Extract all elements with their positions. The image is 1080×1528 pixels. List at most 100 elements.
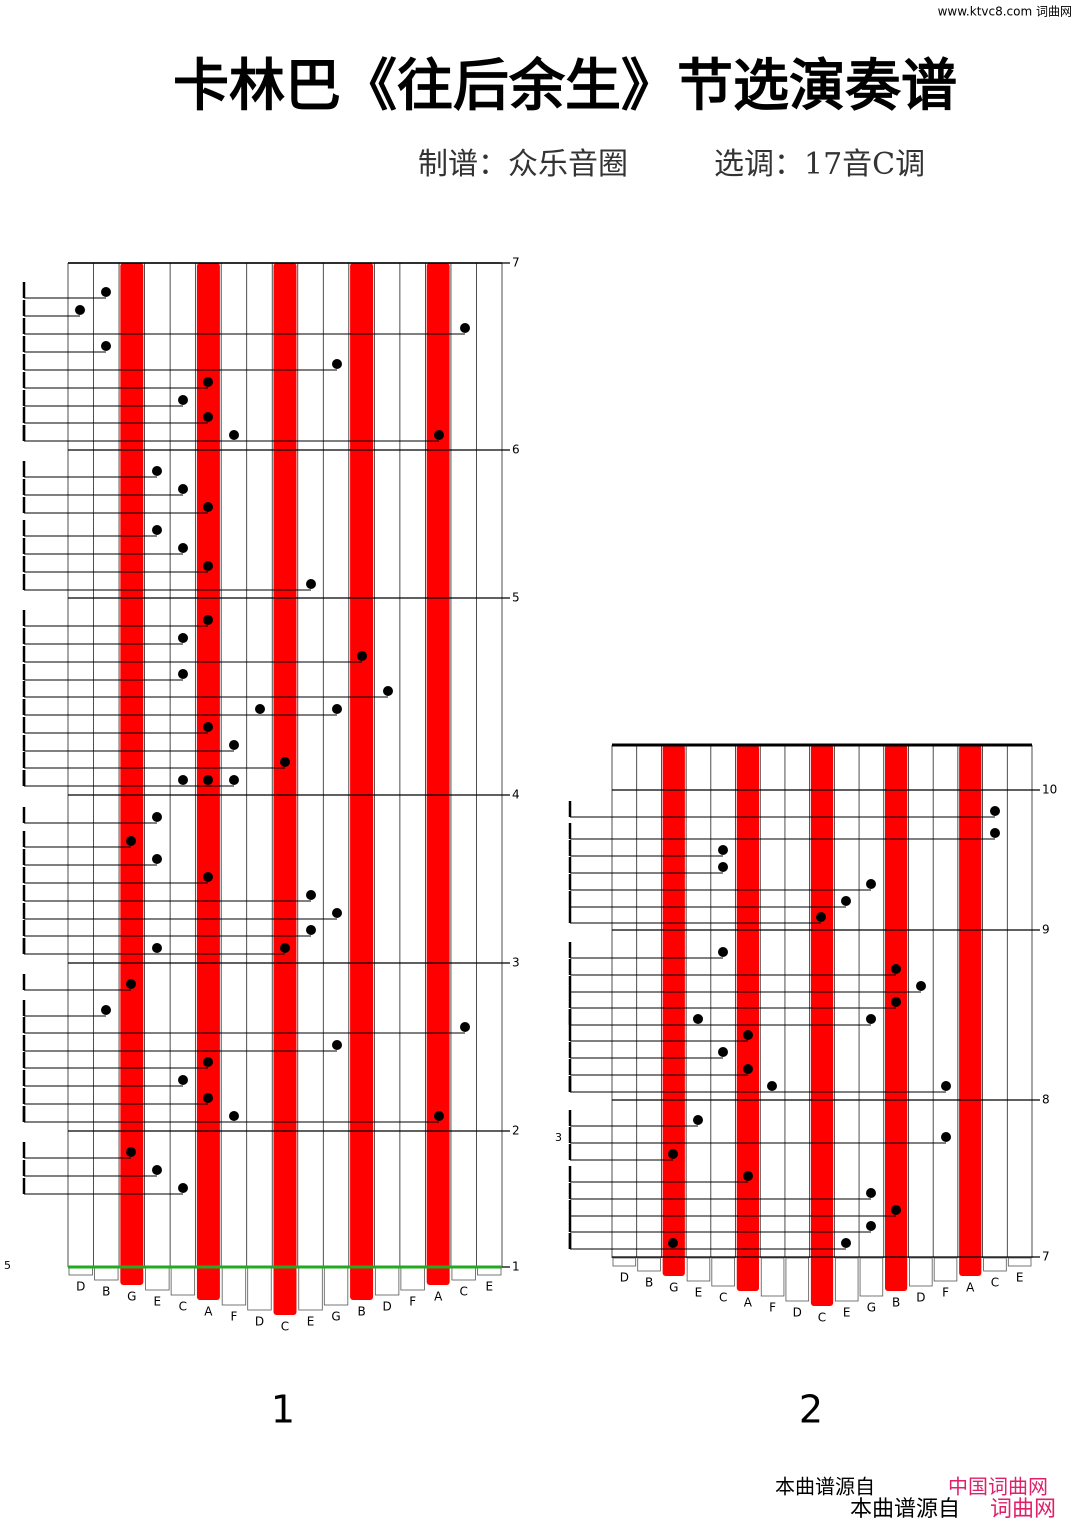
note [668,1149,678,1159]
key-label: B [892,1296,900,1310]
note [357,651,367,661]
credit: 制谱：众乐音圈 [418,147,628,182]
note [306,925,316,935]
key-tip [323,1266,349,1306]
key-tip [451,1266,476,1281]
measure-number: 4 [512,788,520,802]
triplet: 3 [555,1131,562,1144]
note [767,1081,777,1091]
red-key [885,745,908,1291]
note [203,722,213,732]
note [229,740,239,750]
footer-mask [760,1496,1080,1528]
note [280,943,290,953]
key-label: G [669,1281,678,1295]
key-label: D [76,1280,85,1294]
measure-number: 3 [512,956,520,970]
key-tip [612,1257,637,1267]
key-label: C [179,1300,187,1314]
key-tip [711,1257,735,1287]
note [718,947,728,957]
note [152,466,162,476]
note [866,879,876,889]
measure-number: 9 [1042,923,1050,937]
note [866,1221,876,1231]
red-key [959,745,982,1276]
note [203,1093,213,1103]
note [990,828,1000,838]
measure-number: 1 [512,1260,520,1274]
note [668,1238,678,1248]
note [101,341,111,351]
note [229,775,239,785]
note [203,1057,213,1067]
note [178,633,188,643]
note [383,686,393,696]
key-label: F [230,1310,237,1324]
key-label: B [102,1285,110,1299]
key-tip [94,1266,119,1281]
measure-number: 8 [1042,1093,1050,1107]
key-label: A [204,1305,213,1319]
title: 卡林巴《往后余生》节选演奏谱 [173,54,957,119]
key-label: C [719,1291,727,1305]
key-label: F [769,1301,776,1315]
note [126,1147,136,1157]
measure-number: 5 [512,591,520,605]
red-key [426,263,450,1285]
key-label: A [744,1296,753,1310]
note [152,943,162,953]
key-tip [760,1257,785,1297]
note [178,775,188,785]
note [203,377,213,387]
note [126,836,136,846]
note [866,1188,876,1198]
key-tip [859,1257,884,1297]
key-label: E [843,1306,851,1320]
key-label: E [1016,1271,1024,1285]
key-label: D [620,1271,629,1285]
note [280,757,290,767]
note [178,1075,188,1085]
note [178,484,188,494]
measure-number: 10 [1042,783,1057,797]
note [306,890,316,900]
key-tip [686,1257,711,1282]
key-tip [374,1266,400,1296]
note [75,305,85,315]
note [891,997,901,1007]
red-key [736,745,759,1291]
note [718,845,728,855]
key-tip [785,1257,810,1302]
note [152,854,162,864]
note [693,1014,703,1024]
note [306,579,316,589]
key-tip [834,1257,859,1302]
note [891,964,901,974]
red-key [350,263,374,1300]
note [743,1171,753,1181]
key-label: G [127,1290,136,1304]
note [990,806,1000,816]
key-label: G [867,1301,876,1315]
note [152,812,162,822]
footer-source: 本曲谱源自 [850,1497,960,1522]
note [203,615,213,625]
key-label: E [695,1286,703,1300]
key-label: G [331,1310,340,1324]
note [178,543,188,553]
key-tip [637,1257,661,1272]
key-label: C [991,1276,999,1290]
measure-number: 7 [512,256,520,270]
footer-site: 中国词曲网 [948,1475,1048,1499]
note [255,704,265,714]
key-tip [983,1257,1007,1272]
key-tip [1007,1257,1032,1267]
key-tip [298,1266,323,1311]
red-key [120,263,144,1285]
note [434,430,444,440]
key-label: B [645,1276,653,1290]
key-label: E [307,1315,315,1329]
key-label: D [255,1315,264,1329]
